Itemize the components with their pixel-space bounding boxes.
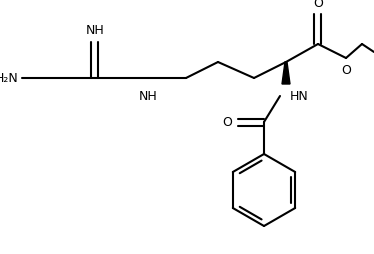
Text: NH: NH	[86, 24, 104, 37]
Text: HN: HN	[290, 90, 309, 103]
Polygon shape	[282, 62, 290, 84]
Text: O: O	[341, 64, 351, 77]
Text: H₂N: H₂N	[0, 71, 19, 85]
Text: O: O	[313, 0, 323, 10]
Text: NH: NH	[139, 90, 157, 103]
Text: O: O	[222, 116, 232, 129]
